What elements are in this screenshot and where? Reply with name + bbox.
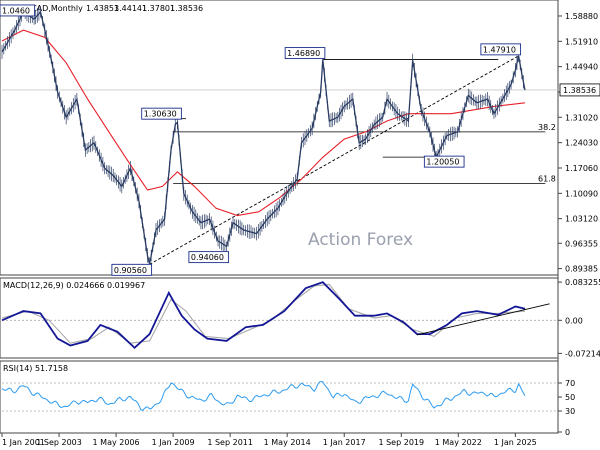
price-y-axis: 1.588801.519101.449401.379701.310201.240…: [558, 12, 598, 274]
price-plot: [1, 6, 558, 271]
price-y-tick-label: 1.24030: [565, 139, 598, 148]
current-price-tag-label: 1.38536: [563, 86, 596, 95]
rsi-y-tick-label: 0: [565, 428, 570, 437]
fib-level-label: 38.2: [538, 123, 556, 132]
x-tick-label: 1 Jan 2025: [494, 438, 537, 447]
rsi-y-tick-label: 30: [565, 407, 575, 416]
price-annotation-box: [188, 251, 230, 264]
price-annotations: 1.0460 0.90560 1.30630 0.94060 1.46890 1.2005…: [0, 4, 600, 276]
price-annotation-box: [480, 43, 522, 56]
price-annotation-label: 1.46890: [287, 49, 320, 58]
macd-y-tick-label: 0.083255: [565, 278, 600, 287]
x-tick-label: 1 Sep 2011: [207, 438, 253, 447]
price-annotation-label: 1.30630: [144, 110, 177, 119]
x-tick-label: 1 Sep 2003: [36, 438, 82, 447]
macd-title: MACD(12,26,9) 0.024666 0.019967: [3, 281, 145, 290]
macd-y-tick-label: 0.00: [565, 316, 583, 325]
price-annotation-box: [141, 107, 182, 120]
rsi-plot: [1, 380, 556, 412]
price-y-tick-label: 1.31020: [565, 113, 598, 122]
x-tick-label: 1 Jan 2009: [152, 438, 195, 447]
rsi-y-tick-label: 50: [565, 393, 575, 402]
price-annotation-label: 0.94060: [191, 253, 224, 262]
price-annotation-box: [111, 263, 153, 276]
price-annotation-label: 1.47910: [483, 45, 516, 54]
price-panel-frame: [0, 0, 559, 276]
macd-trendline: [416, 303, 550, 336]
price-ohlc-close: 1.38536: [170, 4, 203, 13]
macd-plot: [1, 281, 556, 350]
price-title: USDCAD,Monthly: [14, 4, 83, 13]
price-annotation-label: 0.90560: [114, 266, 147, 275]
macd-panel-frame: [0, 277, 559, 359]
x-tick-label: 1 May 2014: [264, 438, 311, 447]
x-tick-label: 1 Jan 2017: [323, 438, 366, 447]
price-annotation-box: [284, 47, 326, 60]
rsi-y-tick-label: 70: [565, 379, 575, 388]
price-annotation-box: [0, 4, 36, 17]
rsi-y-axis: 70 50 30 0: [558, 379, 575, 437]
price-annotation-box: [423, 155, 465, 168]
x-tick-label: 1 May 2006: [93, 438, 140, 447]
price-y-tick-label: 0.89385: [565, 265, 598, 274]
price-ohlc-low: 1.37801: [142, 4, 175, 13]
price-y-tick-label: 1.03120: [565, 215, 598, 224]
price-ohlc-high: 1.44141: [114, 4, 147, 13]
macd-y-tick-label: -0.072148: [565, 349, 600, 358]
price-y-tick-label: 1.10090: [565, 189, 598, 198]
rsi-title: RSI(14) 51.7158: [3, 364, 68, 373]
rsi-panel-frame: [0, 360, 559, 434]
price-annotation-label: 1.20050: [426, 158, 459, 167]
price-y-tick-label: 1.17060: [565, 164, 598, 173]
x-tick-label: 1 Jan 2001: [2, 438, 45, 447]
price-y-tick-label: 0.96355: [565, 239, 598, 248]
rsi-line: [1, 380, 526, 411]
price-ohlc-open: 1.43853: [86, 4, 119, 13]
watermark: Action Forex: [308, 230, 413, 250]
price-annotation-label: 1.0460: [2, 6, 30, 15]
x-tick-label: 1 Sep 2019: [378, 438, 424, 447]
price-y-tick-label: 1.44940: [565, 63, 598, 72]
macd-y-axis: 0.083255 0.00 -0.072148: [558, 278, 600, 358]
x-tick-label: 1 May 2022: [435, 438, 482, 447]
macd-line: [1, 281, 526, 350]
moving-average-line: [1, 29, 526, 217]
fib-level-label: 61.8: [538, 174, 556, 183]
price-y-tick-label: 1.58880: [565, 12, 598, 21]
price-y-tick-label: 1.51910: [565, 37, 598, 46]
current-price-tag: [559, 83, 600, 97]
